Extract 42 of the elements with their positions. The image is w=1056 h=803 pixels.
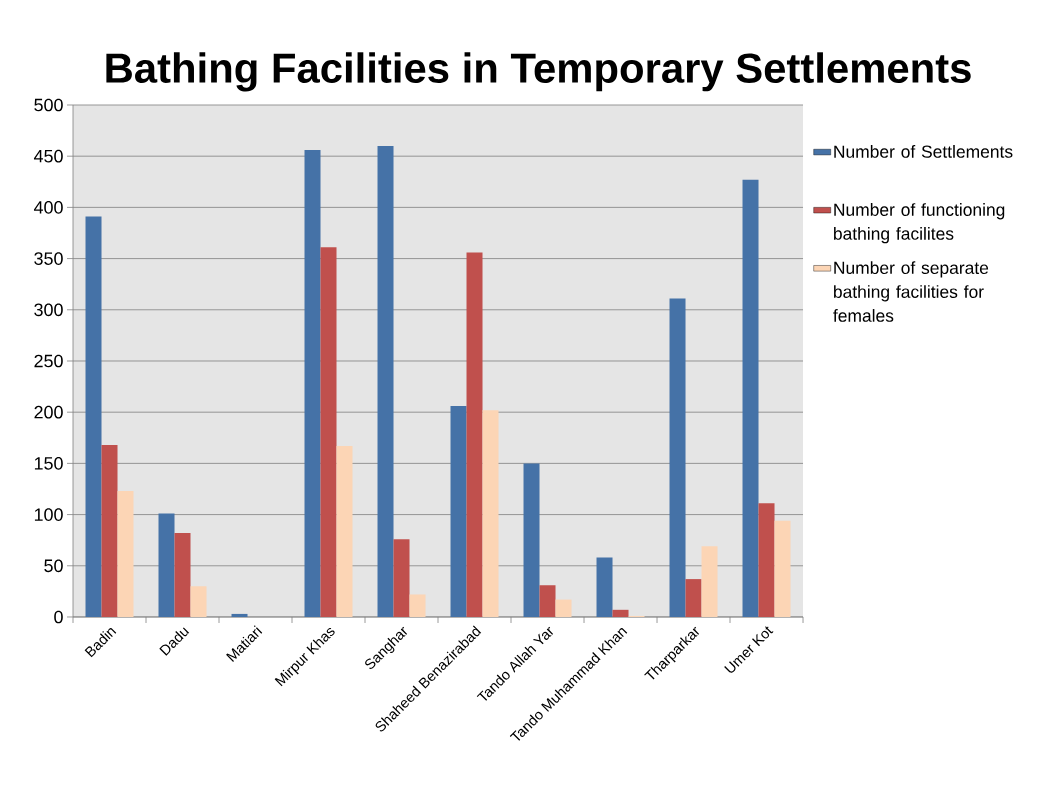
y-tick-label: 450 <box>33 149 63 163</box>
bar <box>393 539 410 617</box>
bar <box>174 533 191 617</box>
y-tick-label: 200 <box>34 405 63 419</box>
y-tick-label: 250 <box>34 354 63 368</box>
y-tick-label: 400 <box>33 201 63 214</box>
bar <box>85 216 102 617</box>
y-tick-label: 300 <box>34 303 63 317</box>
y-tick-label: 50 <box>44 559 63 573</box>
y-tick-label: 0 <box>54 610 63 624</box>
legend-label: Number of functioning bathing facilites <box>834 203 1005 244</box>
bar <box>701 546 718 617</box>
legend-label: Number of Settlements <box>834 145 1013 158</box>
bar <box>523 463 540 617</box>
bar <box>596 557 613 617</box>
bar <box>774 520 791 617</box>
bar <box>555 599 572 617</box>
y-tick-label: 500 <box>34 98 63 112</box>
y-tick-label: 150 <box>34 457 63 470</box>
bar <box>685 579 702 617</box>
bar <box>117 491 134 617</box>
bar <box>231 613 248 617</box>
y-tick-label: 100 <box>34 508 63 521</box>
bar <box>101 444 118 617</box>
bar <box>304 150 321 617</box>
bar <box>612 609 629 617</box>
bar <box>450 406 467 617</box>
bar <box>377 145 394 617</box>
bar <box>466 252 483 617</box>
chart-title: Bathing Facilities in Temporary Settlements <box>106 52 971 92</box>
legend-label: Number of separate bathing facilities for females <box>833 261 989 322</box>
bar <box>158 513 175 617</box>
bar <box>190 586 207 617</box>
bar <box>409 594 426 617</box>
bar <box>320 247 337 617</box>
bar <box>669 298 686 617</box>
bar <box>758 503 775 617</box>
bar <box>336 445 353 617</box>
y-tick-label: 350 <box>34 252 63 265</box>
bar <box>742 179 759 617</box>
bar <box>482 410 499 617</box>
bar <box>539 585 556 617</box>
